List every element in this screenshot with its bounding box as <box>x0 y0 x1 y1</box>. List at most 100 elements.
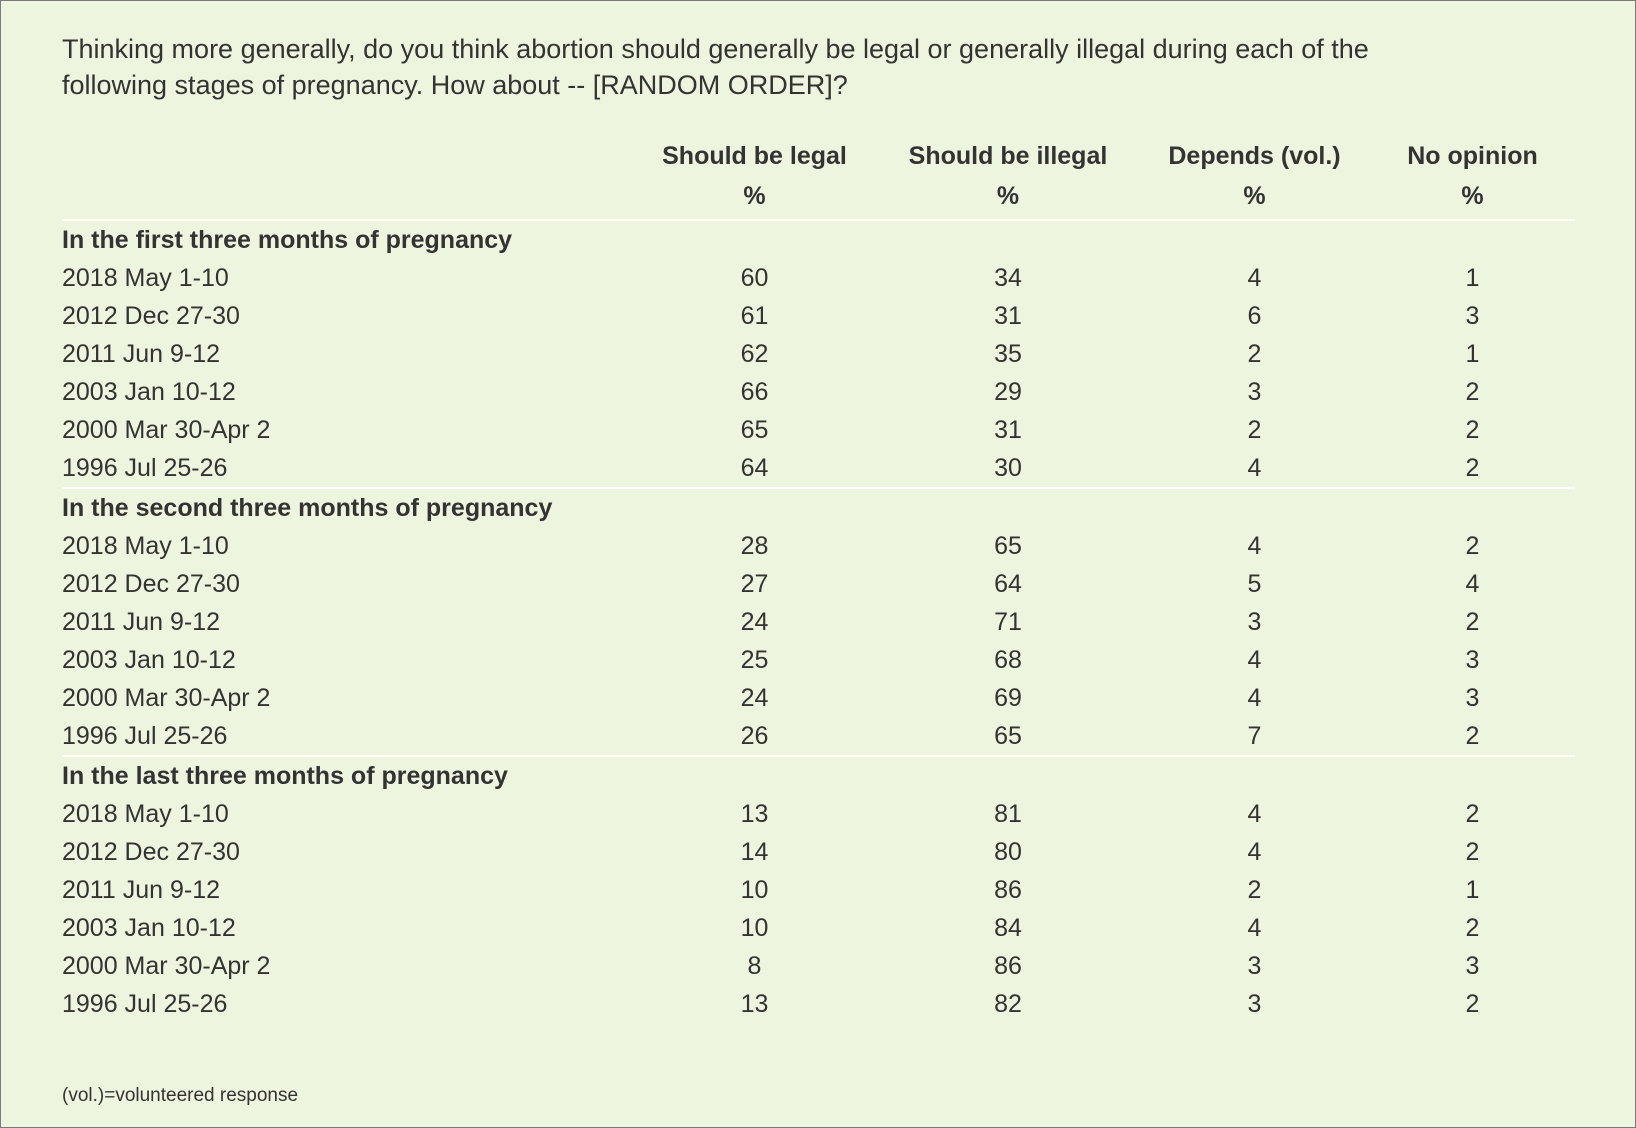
header-should-be-illegal: Should be illegal <box>908 142 1108 170</box>
cell-no-opinion: 2 <box>1465 607 1480 636</box>
cell-should-be-illegal: 31 <box>994 301 1022 330</box>
cell-depends: 4 <box>1247 683 1262 712</box>
cell-no-opinion: 2 <box>1465 989 1480 1018</box>
cell-should-be-illegal: 35 <box>994 339 1022 368</box>
header-should-be-legal: Should be legal <box>662 142 847 170</box>
table-row: 2018 May 1-10 13 81 4 2 <box>62 795 1575 833</box>
question-text: Thinking more generally, do you think ab… <box>62 34 1369 100</box>
cell-no-opinion: 2 <box>1465 453 1480 482</box>
row-date: 2012 Dec 27-30 <box>62 301 240 330</box>
cell-no-opinion: 2 <box>1465 377 1480 406</box>
cell-depends: 6 <box>1247 301 1262 330</box>
group-heading-row: In the second three months of pregnancy <box>62 489 1575 527</box>
cell-depends: 4 <box>1247 531 1262 560</box>
cell-should-be-legal: 8 <box>747 951 762 980</box>
table-row: 2011 Jun 9-12 10 86 2 1 <box>62 871 1575 909</box>
cell-should-be-legal: 62 <box>740 339 769 368</box>
cell-no-opinion: 1 <box>1465 875 1480 904</box>
cell-depends: 3 <box>1247 377 1262 406</box>
cell-should-be-legal: 13 <box>740 989 769 1018</box>
cell-should-be-legal: 24 <box>740 683 769 712</box>
cell-should-be-illegal: 81 <box>994 799 1022 828</box>
table-row: 2000 Mar 30-Apr 2 24 69 4 3 <box>62 679 1575 717</box>
group-heading-row: In the first three months of pregnancy <box>62 220 1575 259</box>
table-row: 2012 Dec 27-30 61 31 6 3 <box>62 297 1575 335</box>
table-row: 2003 Jan 10-12 66 29 3 2 <box>62 373 1575 411</box>
table-row: 2012 Dec 27-30 27 64 5 4 <box>62 565 1575 603</box>
cell-depends: 4 <box>1247 453 1262 482</box>
cell-should-be-legal: 65 <box>740 415 769 444</box>
unit-row: % % % % <box>62 173 1575 221</box>
cell-should-be-illegal: 68 <box>994 645 1022 674</box>
cell-should-be-legal: 64 <box>740 453 769 482</box>
cell-should-be-illegal: 86 <box>994 875 1022 904</box>
cell-depends: 3 <box>1247 951 1262 980</box>
row-date: 1996 Jul 25-26 <box>62 453 228 482</box>
group-heading: In the last three months of pregnancy <box>62 761 508 790</box>
cell-should-be-legal: 10 <box>740 875 769 904</box>
row-date: 2003 Jan 10-12 <box>62 645 236 674</box>
row-date: 2000 Mar 30-Apr 2 <box>62 415 271 444</box>
header-depends: Depends (vol.) <box>1168 142 1341 170</box>
table-row: 1996 Jul 25-26 64 30 4 2 <box>62 449 1575 488</box>
table-body: In the first three months of pregnancy 20… <box>62 220 1575 1023</box>
cell-no-opinion: 2 <box>1465 415 1480 444</box>
cell-should-be-illegal: 69 <box>994 683 1022 712</box>
unit-depends: % <box>1139 173 1370 221</box>
row-date: 2011 Jun 9-12 <box>62 875 220 904</box>
header-no-opinion: No opinion <box>1407 142 1538 170</box>
row-date: 2018 May 1-10 <box>62 799 229 828</box>
cell-should-be-illegal: 86 <box>994 951 1022 980</box>
footnote: (vol.)=volunteered response <box>62 1085 299 1106</box>
cell-no-opinion: 2 <box>1465 721 1480 750</box>
cell-depends: 4 <box>1247 799 1262 828</box>
header-blank <box>62 125 632 173</box>
cell-should-be-illegal: 30 <box>994 453 1022 482</box>
cell-depends: 7 <box>1247 721 1262 750</box>
cell-should-be-illegal: 65 <box>994 721 1022 750</box>
cell-should-be-legal: 26 <box>740 721 769 750</box>
cell-should-be-illegal: 80 <box>994 837 1022 866</box>
table-row: 2018 May 1-10 60 34 4 1 <box>62 259 1575 297</box>
cell-should-be-legal: 24 <box>740 607 769 636</box>
header-row: Should be legal Should be illegal Depend… <box>62 125 1575 173</box>
table-row: 2003 Jan 10-12 10 84 4 2 <box>62 909 1575 947</box>
table-row: 2011 Jun 9-12 62 35 2 1 <box>62 335 1575 373</box>
cell-no-opinion: 3 <box>1465 301 1480 330</box>
cell-should-be-legal: 28 <box>740 531 769 560</box>
cell-should-be-illegal: 65 <box>994 531 1022 560</box>
cell-should-be-illegal: 34 <box>994 263 1022 292</box>
cell-depends: 2 <box>1247 415 1262 444</box>
cell-depends: 2 <box>1247 875 1262 904</box>
cell-no-opinion: 4 <box>1465 569 1480 598</box>
cell-no-opinion: 2 <box>1465 799 1480 828</box>
cell-depends: 4 <box>1247 263 1262 292</box>
table-row: 2003 Jan 10-12 25 68 4 3 <box>62 641 1575 679</box>
row-date: 2012 Dec 27-30 <box>62 569 240 598</box>
cell-should-be-legal: 60 <box>740 263 769 292</box>
row-date: 2012 Dec 27-30 <box>62 837 240 866</box>
cell-no-opinion: 3 <box>1465 951 1480 980</box>
group-heading: In the second three months of pregnancy <box>62 493 553 522</box>
cell-depends: 4 <box>1247 645 1262 674</box>
cell-depends: 4 <box>1247 837 1262 866</box>
table-row: 2000 Mar 30-Apr 2 8 86 3 3 <box>62 947 1575 985</box>
cell-depends: 3 <box>1247 989 1262 1018</box>
cell-no-opinion: 3 <box>1465 645 1480 674</box>
cell-no-opinion: 2 <box>1465 531 1480 560</box>
cell-should-be-legal: 27 <box>740 569 769 598</box>
row-date: 2000 Mar 30-Apr 2 <box>62 683 271 712</box>
row-date: 2018 May 1-10 <box>62 531 229 560</box>
row-date: 2011 Jun 9-12 <box>62 339 220 368</box>
row-date: 2003 Jan 10-12 <box>62 377 236 406</box>
cell-should-be-illegal: 64 <box>994 569 1022 598</box>
cell-should-be-legal: 66 <box>740 377 769 406</box>
cell-no-opinion: 1 <box>1465 339 1480 368</box>
table-row: 2018 May 1-10 28 65 4 2 <box>62 527 1575 565</box>
table-row: 1996 Jul 25-26 26 65 7 2 <box>62 717 1575 756</box>
table-row: 2012 Dec 27-30 14 80 4 2 <box>62 833 1575 871</box>
unit-should-be-illegal: % <box>877 173 1139 221</box>
cell-should-be-legal: 10 <box>740 913 769 942</box>
cell-should-be-legal: 25 <box>740 645 769 674</box>
